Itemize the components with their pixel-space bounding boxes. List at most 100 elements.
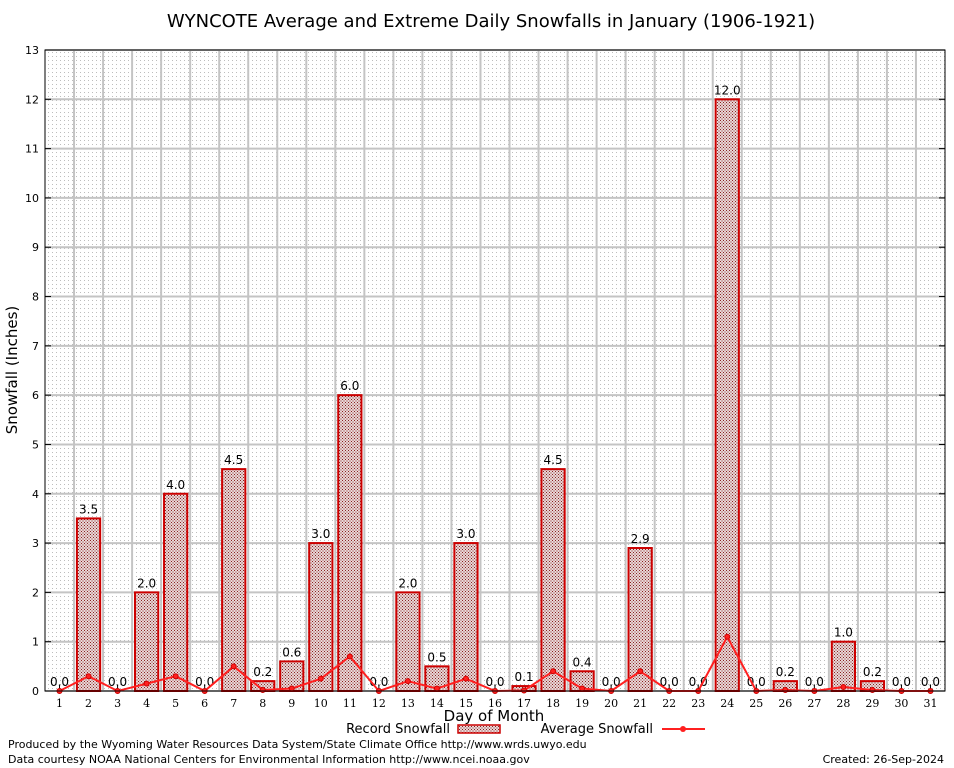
record-bar [540, 468, 566, 692]
legend-swatch-record [457, 724, 501, 734]
bar-value-label: 4.5 [544, 453, 563, 467]
y-tick-label: 5 [32, 438, 39, 451]
bar-value-label: 2.0 [137, 576, 156, 590]
bar-value-label: 3.0 [456, 527, 475, 541]
x-tick-label: 4 [143, 697, 150, 710]
y-tick-label: 1 [32, 636, 39, 649]
y-tick-label: 11 [25, 143, 39, 156]
credit-line-1: Produced by the Wyoming Water Resources … [8, 738, 587, 751]
x-tick-label: 24 [720, 697, 734, 710]
bar-value-label: 0.0 [485, 675, 504, 689]
bar-value-label: 2.9 [631, 532, 650, 546]
bar-value-label: 0.2 [253, 665, 272, 679]
x-tick-label: 31 [923, 697, 937, 710]
record-bar [221, 468, 247, 692]
x-tick-label: 1 [56, 697, 63, 710]
average-point [637, 668, 644, 675]
record-bar [134, 591, 160, 693]
bar-value-label: 2.0 [398, 576, 417, 590]
legend: Record Snowfall Average Snowfall [346, 722, 705, 737]
bar-value-label: 0.2 [863, 665, 882, 679]
record-bar [75, 517, 102, 693]
bar-value-label: 0.0 [108, 675, 127, 689]
y-tick-label: 12 [25, 93, 39, 106]
record-bar [830, 640, 856, 693]
plot-area [45, 50, 945, 691]
average-point [317, 675, 324, 682]
record-bar [337, 394, 363, 692]
y-tick-label: 3 [32, 537, 39, 550]
bar-value-label: 3.5 [79, 502, 98, 516]
bar-value-label: 4.0 [166, 478, 185, 492]
x-tick-label: 29 [865, 697, 879, 710]
x-tick-label: 26 [778, 697, 792, 710]
x-tick-label: 21 [633, 697, 647, 710]
x-tick-label: 27 [807, 697, 821, 710]
legend-marker-average [680, 726, 686, 732]
average-point [462, 675, 469, 682]
x-tick-label: 8 [259, 697, 266, 710]
bar-value-label: 0.2 [776, 665, 795, 679]
x-tick-label: 12 [372, 697, 386, 710]
y-tick-label: 7 [32, 340, 39, 353]
average-point [724, 633, 731, 640]
record-bar [714, 98, 740, 693]
y-tick-label: 2 [32, 586, 39, 599]
x-tick-label: 2 [85, 697, 92, 710]
record-bar [163, 492, 189, 692]
y-tick-label: 0 [32, 685, 39, 698]
x-tick-label: 10 [314, 697, 328, 710]
x-tick-label: 16 [488, 697, 502, 710]
record-bar [308, 542, 334, 692]
x-tick-label: 13 [401, 697, 415, 710]
plot-border [44, 49, 946, 692]
record-bar [453, 542, 479, 692]
legend-label-average: Average Snowfall [541, 722, 653, 737]
x-tick-label: 20 [604, 697, 618, 710]
bar-value-label: 0.0 [195, 675, 214, 689]
average-point [869, 687, 876, 694]
bar-value-label: 3.0 [311, 527, 330, 541]
credit-line-2: Data courtesy NOAA National Centers for … [8, 753, 530, 766]
x-tick-label: 23 [691, 697, 705, 710]
x-tick-label: 7 [230, 697, 237, 710]
x-tick-label: 28 [836, 697, 850, 710]
y-tick-label: 9 [32, 241, 39, 254]
x-tick-label: 17 [517, 697, 531, 710]
average-point [143, 680, 150, 687]
bar-value-label: 0.5 [427, 650, 446, 664]
y-tick-label: 8 [32, 291, 39, 304]
average-point [288, 685, 295, 692]
created-date: Created: 26-Sep-2024 [822, 753, 944, 766]
average-point [404, 678, 411, 685]
average-point [840, 684, 847, 691]
bar-value-label: 1.0 [834, 626, 853, 640]
y-axis-label: Snowfall (Inches) [3, 306, 21, 434]
x-tick-label: 14 [430, 697, 444, 710]
x-axis-label: Day of Month [444, 707, 545, 725]
bar-value-label: 0.0 [602, 675, 621, 689]
x-tick-label: 5 [172, 697, 179, 710]
bar-value-label: 0.0 [689, 675, 708, 689]
x-tick-label: 6 [201, 697, 208, 710]
bar-value-label: 6.0 [340, 379, 359, 393]
x-tick-label: 22 [662, 697, 676, 710]
average-point [259, 687, 266, 694]
bar-value-label: 0.0 [747, 675, 766, 689]
x-tick-label: 11 [343, 697, 357, 710]
x-tick-label: 9 [288, 697, 295, 710]
bar-value-label: 0.0 [892, 675, 911, 689]
x-tick-label: 30 [894, 697, 908, 710]
average-point [579, 685, 586, 692]
average-point [85, 673, 92, 680]
record-bar [395, 591, 421, 693]
y-tick-label: 6 [32, 389, 39, 402]
bar-value-label: 4.5 [224, 453, 243, 467]
bar-value-label: 0.4 [573, 655, 592, 669]
y-tick-label: 13 [25, 44, 39, 57]
x-tick-label: 19 [575, 697, 589, 710]
x-tick-label: 15 [459, 697, 473, 710]
x-tick-label: 18 [546, 697, 560, 710]
bar-value-label: 0.0 [660, 675, 679, 689]
